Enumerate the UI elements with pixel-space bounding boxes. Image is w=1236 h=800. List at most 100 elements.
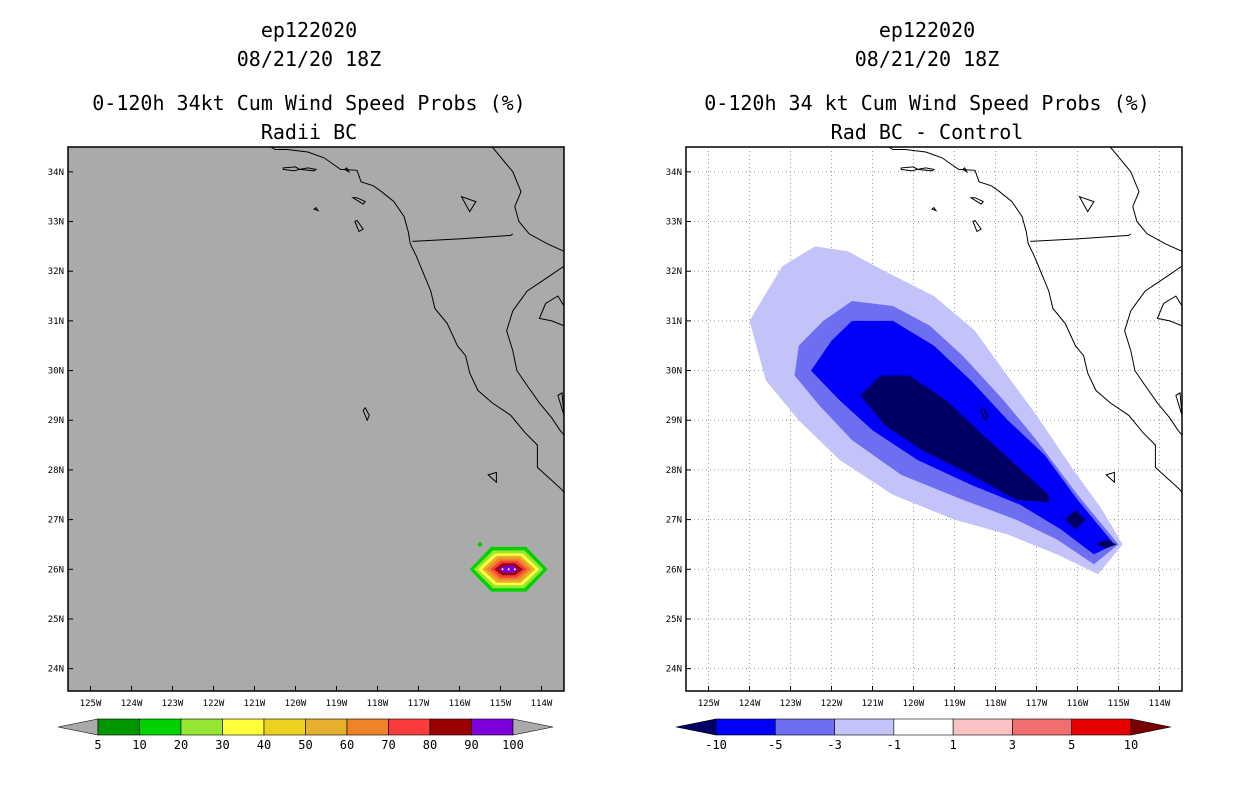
colorbar-label: 3	[1009, 738, 1016, 752]
colorbar-swatch	[1071, 718, 1132, 736]
left-storm-id: ep122020	[261, 18, 357, 42]
colorbar-swatch	[429, 718, 472, 736]
colorbar-swatch	[139, 718, 182, 736]
colorbar-label: 40	[257, 738, 271, 752]
colorbar-under-arrow	[57, 718, 99, 736]
lon-label: 123W	[780, 699, 802, 709]
map-frame	[685, 146, 1183, 692]
colorbar-swatch	[774, 718, 835, 736]
island	[917, 167, 936, 172]
colorbar-swatch	[346, 718, 389, 736]
lat-label: 24N	[48, 665, 64, 675]
colorbar-swatch	[715, 718, 776, 736]
right-storm-id: ep122020	[879, 18, 975, 42]
right-subtitle: Rad BC - Control	[831, 120, 1024, 144]
difference-contour	[1095, 539, 1117, 549]
national-border	[412, 233, 514, 242]
lat-label: 28N	[666, 466, 682, 476]
island	[460, 195, 477, 213]
lat-label: 34N	[48, 168, 64, 178]
left-colorbar: 5 10 20 30 40 50 60 70 80 90 100	[57, 718, 554, 752]
island	[362, 406, 370, 422]
colorbar-over-arrow	[512, 718, 554, 736]
left-title: 0-120h 34kt Cum Wind Speed Probs (%)	[92, 91, 525, 115]
island	[930, 206, 938, 212]
island	[312, 206, 320, 212]
island	[1078, 195, 1095, 213]
colorbar-label: 60	[340, 738, 354, 752]
colorbar-swatch	[1012, 718, 1073, 736]
lat-label: 30N	[666, 367, 682, 377]
lon-label: 122W	[203, 699, 225, 709]
lat-label: 32N	[48, 267, 64, 277]
lon-label: 124W	[739, 699, 761, 709]
lon-label: 125W	[698, 699, 720, 709]
colorbar-swatch	[222, 718, 265, 736]
lon-label: 117W	[408, 699, 430, 709]
right-datetime: 08/21/20 18Z	[855, 47, 1000, 71]
lat-label: 33N	[48, 218, 64, 228]
colorbar-label: -1	[887, 738, 901, 752]
lat-label: 29N	[666, 416, 682, 426]
colorbar-label: 10	[132, 738, 146, 752]
right-panel-header: ep122020 08/21/20 18Z 0-120h 34 kt Cum W…	[704, 18, 1150, 144]
lon-label: 118W	[367, 699, 389, 709]
island	[961, 167, 969, 174]
colorbar-swatch	[834, 718, 895, 736]
colorbar-label: 30	[215, 738, 229, 752]
lat-label: 26N	[48, 565, 64, 575]
lon-label: 115W	[490, 699, 512, 709]
lat-label: 25N	[48, 615, 64, 625]
national-border	[1030, 233, 1132, 242]
lon-label: 121W	[244, 699, 266, 709]
map-axes: 125W 124W 123W 122W 121W 120W 119W 118W 117W 116W…	[48, 168, 553, 709]
lon-label: 124W	[121, 699, 143, 709]
island	[487, 471, 497, 484]
colorbar-swatch	[952, 718, 1013, 736]
lon-label: 115W	[1108, 699, 1130, 709]
colorbar-label: 70	[381, 738, 395, 752]
lon-label: 120W	[903, 699, 925, 709]
island	[299, 167, 318, 172]
lon-label: 123W	[162, 699, 184, 709]
coastline	[1156, 295, 1182, 327]
map-content	[270, 147, 564, 592]
right-colorbar: -10 -5 -3 -1 1 3 5 10	[675, 718, 1172, 752]
lon-label: 120W	[285, 699, 307, 709]
lon-label: 116W	[449, 699, 471, 709]
coastlines	[270, 147, 564, 493]
coastline	[506, 265, 564, 436]
lat-label: 27N	[666, 516, 682, 526]
coastline	[888, 147, 1182, 493]
colorbar-under-arrow	[675, 718, 717, 736]
coastline	[538, 295, 564, 327]
lat-label: 25N	[666, 615, 682, 625]
core-dot	[507, 568, 510, 571]
lon-label: 116W	[1067, 699, 1089, 709]
colorbar-label: 100	[502, 738, 524, 752]
island	[1175, 392, 1182, 416]
lon-label: 119W	[944, 699, 966, 709]
colorbar-label: 10	[1124, 738, 1138, 752]
left-probability-map: 125W 124W 123W 122W 121W 120W 119W 118W 117W 116W…	[48, 146, 565, 709]
island	[1105, 471, 1115, 484]
lat-label: 24N	[666, 665, 682, 675]
colorbar-swatch	[305, 718, 348, 736]
colorbar-label: 50	[298, 738, 312, 752]
colorbar-swatch	[471, 718, 514, 736]
colorbar-swatch	[893, 718, 954, 736]
island	[557, 392, 564, 416]
lat-label: 32N	[666, 267, 682, 277]
lat-label: 28N	[48, 466, 64, 476]
colorbar-label: 80	[423, 738, 437, 752]
left-subtitle: Radii BC	[261, 120, 357, 144]
difference-contour	[1065, 509, 1086, 530]
difference-contour	[860, 375, 1049, 503]
colorbar-label: 20	[174, 738, 188, 752]
core-dot	[513, 568, 516, 571]
island	[343, 167, 351, 174]
colorbar-label: -3	[827, 738, 841, 752]
right-difference-map: 125W 124W 123W 122W 121W 120W 119W 118W 117W 116W…	[666, 146, 1183, 709]
lon-label: 121W	[862, 699, 884, 709]
lat-label: 31N	[48, 317, 64, 327]
